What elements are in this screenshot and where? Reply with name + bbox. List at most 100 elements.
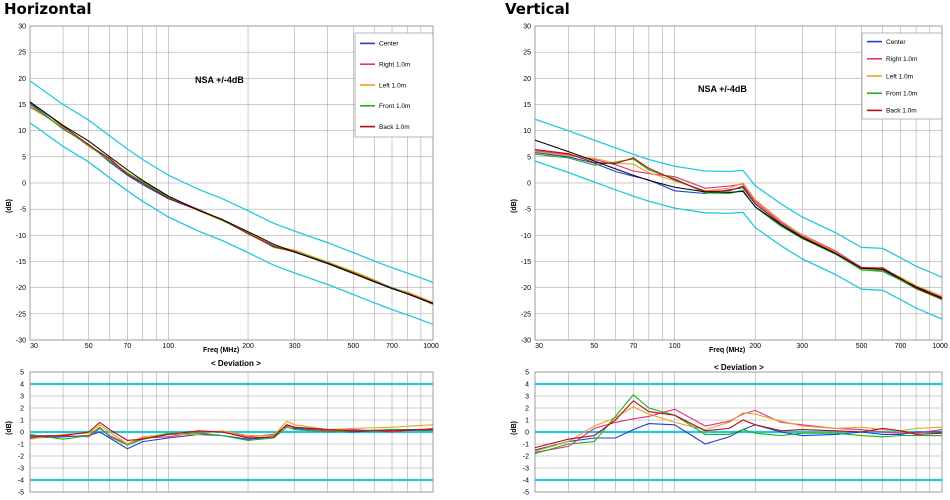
vertical-y-tick-label: -5: [525, 207, 531, 214]
vertical-y-tick-label: 5: [527, 154, 531, 161]
vertical-x-tick-label: 500: [856, 343, 868, 350]
vertical-deviation-series-line: [534, 394, 942, 455]
vertical-x-tick-label: 100: [669, 343, 681, 350]
horizontal-y-tick-label: -20: [16, 285, 26, 292]
vertical-y-tick-label: -25: [521, 311, 531, 318]
horizontal-legend-label: Center: [379, 41, 399, 48]
vertical-deviation-series-line: [534, 400, 943, 449]
vertical-y-tick-label: -30: [521, 338, 531, 345]
vertical-legend-label: Center: [886, 39, 906, 46]
horizontal-y-tick-label: 10: [18, 128, 26, 135]
horizontal-y-tick-label: 15: [18, 102, 26, 109]
horizontal-deviation-y-tick-label: 5: [20, 370, 24, 377]
vertical-main-grid: [534, 25, 943, 341]
horizontal-theoretical-line: [29, 101, 434, 304]
horizontal-deviation-series-line: [30, 425, 434, 445]
vertical-deviation-y-tick-label: 0: [525, 430, 529, 437]
horizontal-deviation-y-tick-label: 4: [20, 382, 24, 389]
vertical-x-tick-label: 300: [796, 343, 808, 350]
horizontal-x-tick-label: 50: [85, 343, 93, 350]
vertical-deviation-y-tick-label: -3: [523, 466, 529, 473]
vertical-y-tick-label: -15: [521, 259, 531, 266]
horizontal-y-tick-label: 30: [18, 24, 26, 31]
horizontal-y-tick-label: 0: [22, 181, 26, 188]
vertical-legend-label: Front 1.0m: [886, 91, 917, 98]
horizontal-panel: Horizontal 302520151050-5-10-15-20-25-30…: [4, 0, 439, 497]
vertical-panel-title: Vertical: [505, 0, 570, 18]
vertical-x-tick-label: 700: [895, 343, 907, 350]
horizontal-deviation-y-tick-label: 0: [20, 430, 24, 437]
vertical-deviation-y-tick-label: 2: [525, 406, 529, 413]
horizontal-deviation-y-tick-label: 2: [20, 406, 24, 413]
vertical-legend: Center Right 1.0m Left 1.0m Front 1.0m Back …: [861, 32, 943, 120]
horizontal-x-tick-label: 1000: [423, 343, 439, 350]
vertical-deviation-y-axis-label: (dB): [511, 421, 518, 435]
horizontal-x-tick-label: 300: [289, 343, 301, 350]
vertical-legend-label: Back 1.0m: [886, 108, 917, 115]
vertical-x-tick-label: 30: [535, 343, 543, 350]
horizontal-y-tick-label: 25: [18, 50, 26, 57]
horizontal-deviation-series-line: [29, 421, 434, 441]
horizontal-y-tick-label: -30: [16, 338, 26, 345]
horizontal-legend-label: Right 1.0m: [379, 62, 410, 69]
horizontal-y-tick-label: -25: [16, 311, 26, 318]
vertical-x-tick-label: 1000: [932, 343, 948, 350]
horizontal-y-tick-label: -5: [20, 207, 26, 214]
horizontal-deviation-y-tick-label: -2: [18, 454, 24, 461]
horizontal-deviation-y-tick-label: -4: [18, 478, 24, 485]
vertical-y-tick-label: 20: [523, 76, 531, 83]
horizontal-legend-label: Back 1.0m: [379, 124, 410, 131]
vertical-deviation-y-tick-label: 5: [525, 370, 529, 377]
horizontal-legend-label: Left 1.0m: [379, 82, 406, 89]
vertical-panel: Vertical 302520151050-5-10-15-20-25-3030…: [505, 0, 948, 497]
vertical-x-tick-label: 200: [749, 343, 761, 350]
horizontal-x-tick-label: 70: [123, 343, 131, 350]
horizontal-x-tick-label: 200: [242, 343, 254, 350]
horizontal-y-tick-label: 5: [22, 154, 26, 161]
horizontal-deviation-y-tick-label: 3: [20, 394, 24, 401]
horizontal-x-tick-label: 30: [30, 343, 38, 350]
horizontal-annotation: NSA +/-4dB: [195, 75, 244, 85]
vertical-y-tick-label: 0: [527, 181, 531, 188]
horizontal-legend-label: Front 1.0m: [379, 103, 410, 110]
vertical-legend-label: Left 1.0m: [886, 73, 913, 80]
vertical-x-axis-label: Freq (MHz): [709, 347, 745, 354]
vertical-y-tick-label: 10: [523, 128, 531, 135]
vertical-deviation-curves: [534, 382, 943, 482]
vertical-series-line: [534, 148, 943, 300]
vertical-deviation-title: < Deviation >: [714, 363, 764, 372]
horizontal-deviation-y-axis-label: (dB): [6, 421, 13, 435]
vertical-y-tick-label: -10: [521, 233, 531, 240]
horizontal-x-tick-label: 700: [386, 343, 398, 350]
horizontal-x-tick-label: 100: [163, 343, 175, 350]
vertical-series-line: [534, 153, 943, 301]
vertical-limit-line: [534, 118, 943, 278]
vertical-deviation-y-tick-label: -2: [523, 454, 529, 461]
vertical-deviation-y-tick-label: 1: [525, 418, 529, 425]
vertical-deviation-y-tick-label: -5: [523, 490, 529, 497]
horizontal-y-tick-label: 20: [18, 76, 26, 83]
vertical-x-tick-label: 50: [590, 343, 598, 350]
vertical-legend-label: Right 1.0m: [886, 56, 917, 63]
vertical-y-tick-label: 30: [523, 24, 531, 31]
vertical-deviation-y-tick-label: -1: [523, 442, 529, 449]
horizontal-x-axis-label: Freq (MHz): [203, 347, 239, 354]
vertical-y-axis-label: (dB): [511, 199, 518, 213]
horizontal-y-axis-label: (dB): [6, 199, 13, 213]
vertical-curves: [534, 118, 943, 320]
vertical-limit-line: [534, 160, 943, 320]
horizontal-limit-line: [29, 80, 434, 284]
vertical-deviation-y-tick-label: 3: [525, 394, 529, 401]
horizontal-deviation-title: < Deviation >: [211, 359, 261, 368]
vertical-deviation-y-tick-label: 4: [525, 382, 529, 389]
vertical-annotation: NSA +/-4dB: [698, 84, 747, 94]
vertical-x-tick-label: 70: [629, 343, 637, 350]
horizontal-legend: Center Right 1.0m Left 1.0m Front 1.0m Back …: [354, 32, 434, 138]
horizontal-y-tick-label: -15: [16, 259, 26, 266]
vertical-y-tick-label: 15: [523, 102, 531, 109]
horizontal-x-tick-label: 500: [347, 343, 359, 350]
horizontal-deviation-y-tick-label: 1: [20, 418, 24, 425]
